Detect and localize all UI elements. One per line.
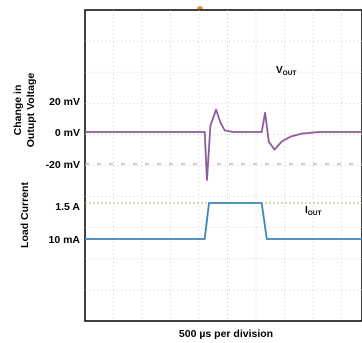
- voltage-ylabel-line2: Outupt Voltage: [25, 73, 37, 148]
- current-tick-1.5a: 1.5 A: [55, 201, 80, 213]
- vout-trace: [85, 108, 362, 181]
- grid: [85, 10, 362, 321]
- trigger-marker: [197, 6, 203, 9]
- current-tick-10ma: 10 mA: [48, 234, 80, 246]
- x-axis-label: 500 µs per division: [179, 328, 273, 340]
- current-ylabel: Load Current: [19, 182, 31, 248]
- iout-series-label: IOUT: [305, 205, 322, 217]
- plot-frame: [84, 9, 362, 322]
- voltage-ylabel-line1: Change in: [12, 85, 24, 136]
- vout-series-label: VOUT: [276, 65, 296, 77]
- iout-trace: [85, 202, 362, 240]
- traces: [85, 108, 362, 240]
- voltage-tick-0mv: 0 mV: [55, 127, 80, 139]
- voltage-tick-20mv: 20 mV: [49, 96, 80, 108]
- voltage-tick-neg20mv: -20 mV: [46, 159, 80, 171]
